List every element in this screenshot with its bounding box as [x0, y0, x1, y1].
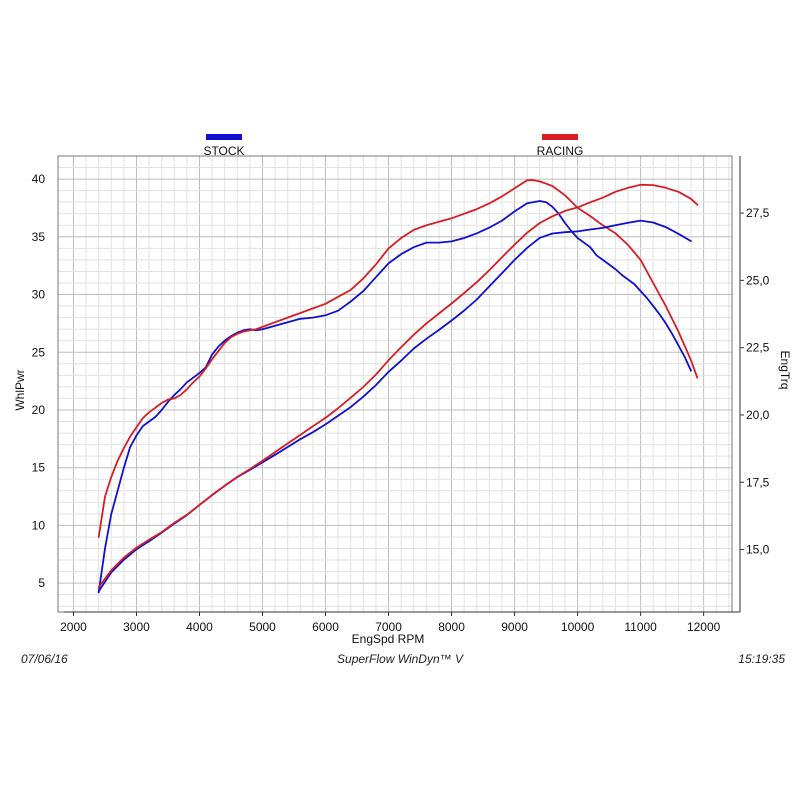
- y-right-tick-label: 25,0: [746, 273, 770, 287]
- y-left-tick-label: 40: [32, 172, 46, 186]
- x-tick-label: 12000: [687, 620, 721, 634]
- legend-label-racing: RACING: [537, 144, 584, 158]
- x-tick-label: 4000: [186, 620, 213, 634]
- y-left-tick-label: 15: [32, 461, 46, 475]
- y-right-tick-label: 27,5: [746, 206, 770, 220]
- legend: STOCK RACING: [203, 134, 583, 158]
- axis-ticks: 2000 3000 4000 5000 6000 7000 8000 9000 10000 110…: [32, 172, 770, 634]
- series-line-racing-engtrq: [97, 183, 699, 589]
- y-left-axis-title: WhlPwr: [13, 369, 27, 410]
- y-left-tick-label: 30: [32, 288, 46, 302]
- x-axis-title: EngSpd RPM: [352, 632, 425, 646]
- y-right-tick-label: 15,0: [746, 543, 770, 557]
- x-tick-label: 8000: [438, 620, 465, 634]
- y-left-tick-label: 5: [38, 576, 45, 590]
- y-right-tick-label: 17,5: [746, 475, 770, 489]
- y-right-axis-title: EngTrq: [778, 351, 792, 390]
- y-left-tick-label: 10: [32, 518, 46, 532]
- series-lines: [97, 179, 699, 594]
- x-tick-label: 6000: [312, 620, 339, 634]
- footer-software: SuperFlow WinDyn™ V: [337, 652, 463, 666]
- x-tick-label: 9000: [501, 620, 528, 634]
- x-tick-label: 10000: [561, 620, 595, 634]
- footer-time: 15:19:35: [738, 652, 785, 666]
- y-left-tick-label: 35: [32, 230, 46, 244]
- series-line-racing-whlpwr: [97, 179, 699, 538]
- legend-swatch-stock: [206, 134, 242, 140]
- footer-date: 07/06/16: [21, 652, 68, 666]
- y-right-tick-label: 22,5: [746, 341, 770, 355]
- plot-area-background: [58, 156, 732, 612]
- legend-swatch-racing: [542, 134, 578, 140]
- x-tick-label: 3000: [123, 620, 150, 634]
- x-tick-label: 11000: [624, 620, 657, 634]
- y-right-tick-label: 20,0: [746, 408, 770, 422]
- y-left-tick-label: 20: [32, 403, 46, 417]
- series-line-stock-whlpwr: [97, 200, 692, 594]
- x-tick-label: 7000: [375, 620, 402, 634]
- x-tick-label: 5000: [249, 620, 276, 634]
- y-left-tick-label: 25: [32, 345, 46, 359]
- x-tick-label: 2000: [60, 620, 87, 634]
- legend-label-stock: STOCK: [203, 144, 244, 158]
